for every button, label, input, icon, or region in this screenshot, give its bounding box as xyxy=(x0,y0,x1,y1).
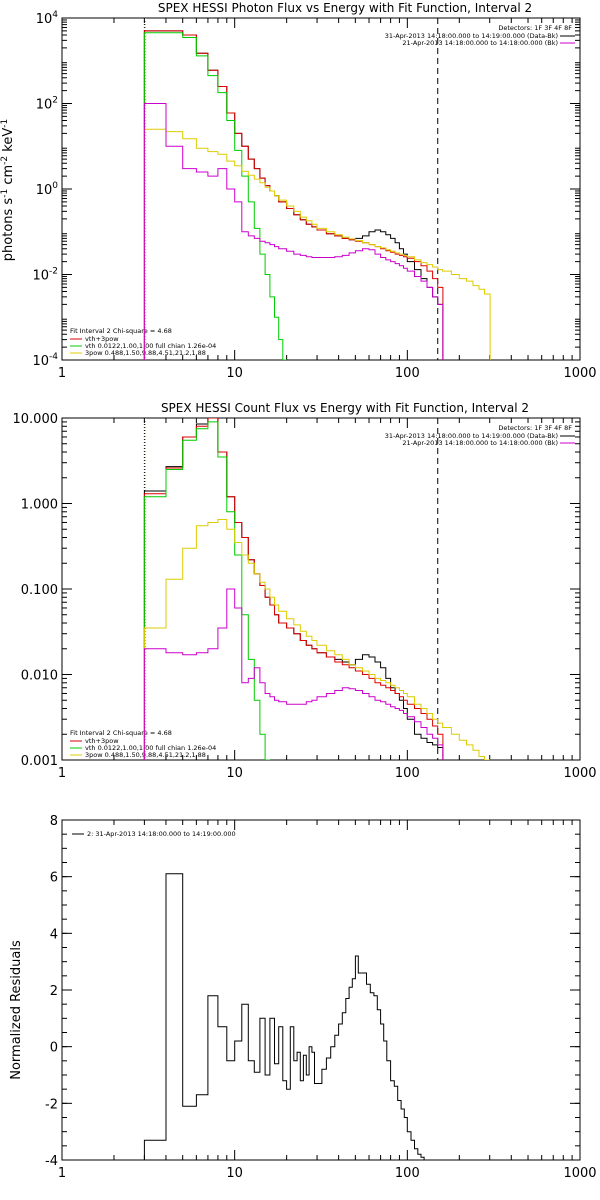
legend-fit-header: Fit Interval 2 Chi-square = 4.68 xyxy=(70,729,172,737)
plot-frame xyxy=(61,417,581,761)
y-tick-label: 6 xyxy=(50,871,58,886)
x-tick-label: 1 xyxy=(58,366,66,381)
x-tick-label: 10 xyxy=(226,1166,243,1181)
y-tick-label: 0.010 xyxy=(21,669,58,684)
photon-flux-panel: SPEX HESSI Photon Flux vs Energy with Fi… xyxy=(0,1,597,381)
series-line xyxy=(143,519,491,760)
legend-fit-header: Fit Interval 2 Chi-square = 4.68 xyxy=(70,327,172,335)
y-tick-label: 100 xyxy=(36,181,59,198)
series-line xyxy=(143,30,444,360)
legend-entry-bk: 21-Apr-2013 14:18:00.000 to 14:18:00.000… xyxy=(402,39,558,47)
y-tick-label: 104 xyxy=(36,10,59,27)
x-tick-label: 1000 xyxy=(563,366,596,381)
y-axis-label: Normalized Residuals xyxy=(9,940,24,1080)
y-tick-label: 10.000 xyxy=(13,412,59,427)
series-line xyxy=(143,30,444,360)
plot-frame xyxy=(61,819,581,1161)
x-tick-label: 100 xyxy=(395,1166,420,1181)
y-tick-label: 1.000 xyxy=(21,498,58,513)
plot-frame xyxy=(61,17,581,361)
series-line xyxy=(143,32,287,360)
legend-header: Detectors: 1F 3F 4F 8F xyxy=(498,24,572,32)
panel-title: SPEX HESSI Count Flux vs Energy with Fit… xyxy=(161,401,529,415)
y-tick-label: 4 xyxy=(50,927,58,942)
x-tick-label: 100 xyxy=(395,766,420,781)
legend-entry: 2: 31-Apr-2013 14:18:00.000 to 14:19:00.… xyxy=(87,830,236,838)
legend-header: Detectors: 1F 3F 4F 8F xyxy=(498,424,572,432)
legend-residuals: 2: 31-Apr-2013 14:18:00.000 to 14:19:00.… xyxy=(72,830,236,838)
x-tick-label: 100 xyxy=(395,366,420,381)
legend-fit-vth: vth 0.0122,1.00,1.00 full chian 1.26e-04 xyxy=(85,744,216,752)
y-axis-label: photons s-1 cm-2 keV-1 xyxy=(0,119,16,261)
series-line xyxy=(143,421,271,760)
y-tick-label: 0 xyxy=(50,1041,58,1056)
legend-fit-total: vth+3pow xyxy=(85,737,119,745)
y-tick-label: -4 xyxy=(45,1154,58,1169)
x-tick-label: 10 xyxy=(226,366,243,381)
y-tick-label: 10-2 xyxy=(32,267,58,284)
series-line xyxy=(143,103,444,360)
series-line xyxy=(143,418,444,760)
panel-title: SPEX HESSI Photon Flux vs Energy with Fi… xyxy=(158,1,532,15)
series-line xyxy=(143,588,444,760)
x-tick-label: 10 xyxy=(226,766,243,781)
x-tick-label: 1000 xyxy=(563,1166,596,1181)
y-tick-label: 102 xyxy=(36,96,58,113)
legend-fit-3pow: 3pow 0.488,1.50,9.88,4.51,21.2,1.88 xyxy=(85,349,206,357)
x-tick-label: 1 xyxy=(58,1166,66,1181)
y-tick-label: 8 xyxy=(50,814,58,829)
legend-fit: Fit Interval 2 Chi-square = 4.68 vth+3po… xyxy=(70,327,216,357)
legend-fit-total: vth+3pow xyxy=(85,335,119,343)
y-tick-label: 0.001 xyxy=(21,754,58,769)
count-flux-panel: SPEX HESSI Count Flux vs Energy with Fit… xyxy=(13,401,597,781)
legend-fit: Fit Interval 2 Chi-square = 4.68 vth+3po… xyxy=(70,729,216,759)
residuals-panel: Normalized Residuals 2: 31-Apr-2013 14:1… xyxy=(9,814,597,1181)
y-tick-label: -2 xyxy=(45,1097,58,1112)
legend-entry-data: 31-Apr-2013 14:18:00.000 to 14:19:00.000… xyxy=(385,432,558,440)
x-tick-label: 1000 xyxy=(563,766,596,781)
y-tick-label: 10-4 xyxy=(32,352,58,369)
legend-detectors: Detectors: 1F 3F 4F 8F 31-Apr-2013 14:18… xyxy=(385,24,575,47)
y-tick-label: 0.100 xyxy=(21,583,58,598)
legend-entry-data: 31-Apr-2013 14:18:00.000 to 14:19:00.000… xyxy=(385,32,558,40)
y-tick-label: 2 xyxy=(50,984,58,999)
x-tick-label: 1 xyxy=(58,766,66,781)
series-line xyxy=(143,873,443,1160)
legend-detectors: Detectors: 1F 3F 4F 8F 31-Apr-2013 14:18… xyxy=(385,424,575,447)
legend-entry-bk: 21-Apr-2013 14:18:00.000 to 14:18:00.000… xyxy=(402,439,558,447)
legend-fit-vth: vth 0.0122,1.00,1.00 full chian 1.26e-04 xyxy=(85,342,216,350)
series-line xyxy=(143,128,491,360)
